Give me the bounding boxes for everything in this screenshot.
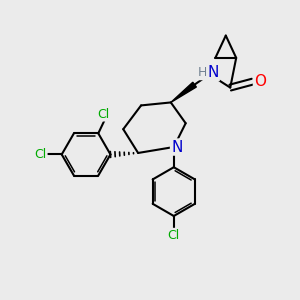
Text: Cl: Cl <box>34 148 46 161</box>
Text: Cl: Cl <box>168 229 180 242</box>
Text: N: N <box>171 140 182 154</box>
Text: Cl: Cl <box>98 107 110 121</box>
Polygon shape <box>171 82 196 102</box>
Text: N: N <box>207 65 219 80</box>
Text: O: O <box>254 74 266 89</box>
Text: H: H <box>198 66 208 79</box>
